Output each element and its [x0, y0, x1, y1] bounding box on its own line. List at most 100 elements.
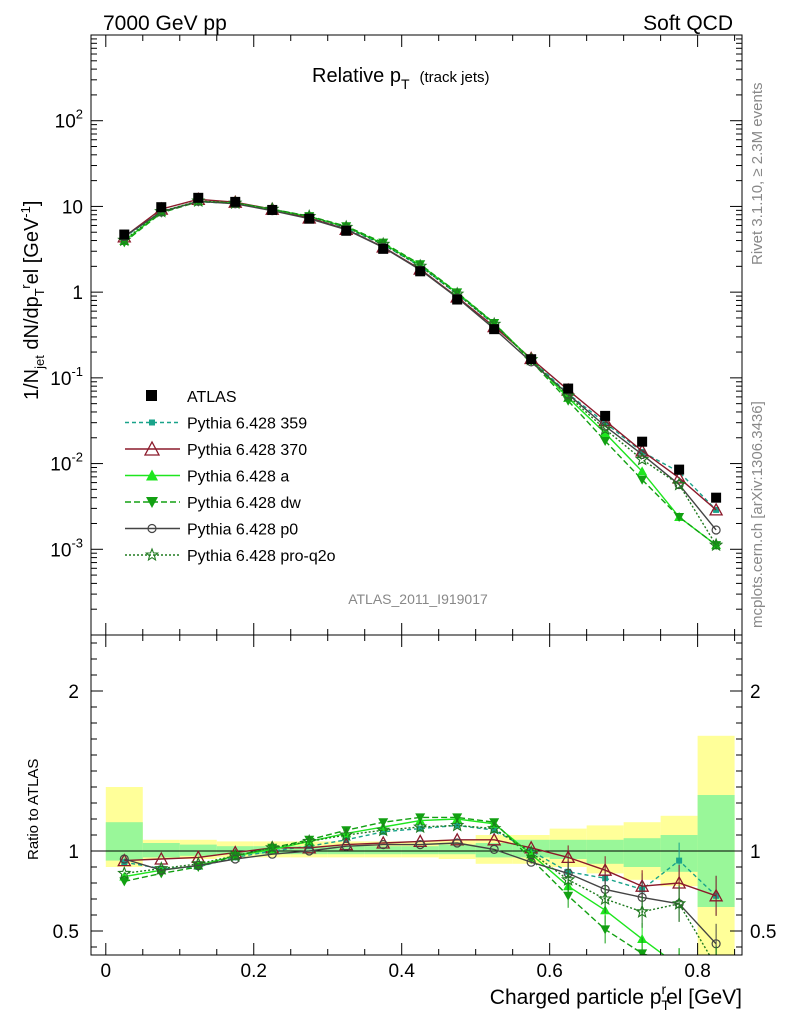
series-line-ratio: [124, 842, 717, 945]
data-point: [415, 266, 426, 277]
data-point: [193, 192, 204, 203]
legend-label: Pythia 6.428 370: [187, 442, 307, 459]
data-point: [711, 492, 722, 503]
marker-triangle-down: [119, 877, 130, 887]
data-point: [378, 243, 389, 254]
marker-triangle-up: [711, 961, 721, 970]
marker-circle-open: [415, 839, 425, 850]
marker-circle-open: [230, 854, 240, 864]
marker-triangle-up: [674, 961, 684, 970]
y-tick-label: 102: [55, 107, 83, 133]
marker-triangle-down: [600, 925, 611, 935]
ratio-frame: [90, 634, 743, 956]
marker-star-open: [228, 848, 243, 862]
series-line-main: [123, 201, 717, 546]
marker-circle-open: [711, 525, 721, 535]
marker-triangle-open: [635, 443, 650, 457]
rivet-label: Rivet 3.1.10, ≥ 2.3M events: [749, 83, 766, 266]
legend-label: Pythia 6.428 pro-q2o: [187, 548, 336, 565]
mcplots-label: mcplots.cern.ch [arXiv:1306.3436]: [749, 401, 766, 628]
marker-circle-open: [156, 865, 166, 875]
series-line-main: [123, 200, 717, 546]
marker-triangle-down: [415, 260, 426, 270]
ratio-band-inner: [438, 844, 476, 855]
marker-circle-open: [147, 523, 157, 534]
marker-star-open: [450, 817, 465, 832]
data-point: [563, 383, 574, 394]
legend-label: Pythia 6.428 359: [187, 416, 307, 433]
y-tick-label: 1: [72, 283, 83, 304]
marker-circle-open: [452, 838, 462, 848]
marker-star-open: [597, 891, 613, 906]
marker-star-open: [265, 840, 280, 854]
data-point: [526, 354, 537, 365]
marker-circle-open: [193, 860, 203, 871]
ratio-y-tick-label: 0.5: [53, 922, 79, 943]
marker-triangle-down: [674, 962, 684, 971]
series-line-ratio: [124, 839, 717, 897]
data-point: [304, 213, 315, 224]
marker-triangle-open: [413, 834, 428, 848]
marker-triangle-open: [487, 832, 502, 846]
x-tick-label: 0.2: [241, 961, 267, 982]
ratio-y-tick-label-right: 1: [750, 842, 761, 863]
marker-star-open: [191, 856, 206, 870]
marker-square: [121, 859, 128, 866]
marker-star-open: [634, 904, 650, 918]
marker-triangle-down: [711, 962, 721, 971]
marker-triangle-down: [637, 949, 648, 955]
marker-star-open: [708, 537, 724, 552]
main-frame: [90, 34, 743, 636]
marker-square: [639, 448, 646, 455]
marker-star-open: [560, 872, 576, 886]
y-tick-label: 10-1: [50, 364, 83, 390]
marker-star-open: [634, 452, 650, 466]
ratio-y-tick-label-right: 0.5: [750, 922, 776, 943]
data-point: [637, 436, 648, 447]
x-axis-label: Charged particle pTrel [GeV]: [490, 981, 742, 1013]
marker-star-open: [376, 822, 391, 837]
marker-triangle-open: [709, 888, 724, 902]
data-point: [600, 410, 611, 421]
marker-triangle-down: [341, 826, 352, 836]
data-point: [230, 196, 241, 207]
data-point: [674, 464, 685, 475]
x-tick-label: 0.4: [388, 961, 415, 982]
marker-star-open: [560, 388, 576, 403]
marker-triangle-down: [563, 891, 574, 901]
marker-triangle-open: [450, 832, 465, 846]
data-point: [156, 202, 167, 213]
marker-circle-open: [341, 841, 351, 851]
ratio-band-inner: [475, 843, 513, 858]
marker-triangle-open: [709, 502, 724, 516]
ratio-axis-label: Ratio to ATLAS: [25, 759, 42, 860]
y-tick-label: 10-3: [50, 535, 83, 561]
analysis-id: ATLAS_2011_I919017: [348, 591, 488, 607]
marker-triangle-down: [452, 813, 463, 823]
marker-triangle-up: [637, 466, 648, 476]
marker-triangle-down: [452, 288, 463, 298]
marker-star-open: [154, 861, 169, 875]
marker-triangle-down: [304, 835, 315, 845]
legend-data-marker: [146, 390, 157, 401]
ratio-band-inner: [401, 846, 439, 855]
marker-star-open: [524, 845, 539, 859]
data-point: [267, 204, 278, 215]
y-axis-label: 1/Njet dN/dpTrel [GeV-1]: [18, 201, 47, 400]
ratio-band-inner: [290, 846, 328, 855]
marker-star-open: [413, 819, 428, 834]
marker-triangle-open: [598, 862, 613, 876]
data-point: [489, 324, 500, 335]
legend-label: Pythia 6.428 a: [187, 469, 289, 486]
data-point: [341, 225, 352, 236]
marker-circle-open: [378, 839, 388, 850]
series-line-ratio: [124, 816, 649, 955]
header-right: Soft QCD: [643, 12, 733, 35]
y-tick-label: 10-2: [50, 450, 83, 476]
marker-triangle-up: [146, 469, 158, 481]
marker-square: [676, 857, 683, 864]
ratio-band-inner: [364, 846, 402, 855]
y-tick-label: 10: [62, 197, 83, 218]
legend-label: Pythia 6.428 p0: [187, 522, 298, 539]
marker-triangle-open: [143, 440, 161, 456]
